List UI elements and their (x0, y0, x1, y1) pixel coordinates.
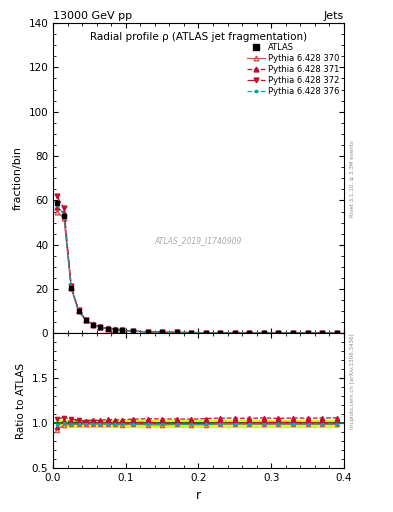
Y-axis label: fraction/bin: fraction/bin (13, 146, 23, 210)
Legend: ATLAS, Pythia 6.428 370, Pythia 6.428 371, Pythia 6.428 372, Pythia 6.428 376: ATLAS, Pythia 6.428 370, Pythia 6.428 37… (246, 42, 340, 96)
X-axis label: r: r (196, 489, 201, 502)
Y-axis label: Ratio to ATLAS: Ratio to ATLAS (16, 363, 26, 439)
Text: ATLAS_2019_I1740909: ATLAS_2019_I1740909 (155, 236, 242, 245)
Text: Radial profile ρ (ATLAS jet fragmentation): Radial profile ρ (ATLAS jet fragmentatio… (90, 32, 307, 42)
Text: 13000 GeV pp: 13000 GeV pp (53, 11, 132, 22)
Text: Rivet 3.1.10, ≥ 3.3M events: Rivet 3.1.10, ≥ 3.3M events (350, 140, 355, 217)
Text: Jets: Jets (323, 11, 344, 22)
Text: mcplots.cern.ch [arXiv:1306.3436]: mcplots.cern.ch [arXiv:1306.3436] (350, 333, 355, 429)
